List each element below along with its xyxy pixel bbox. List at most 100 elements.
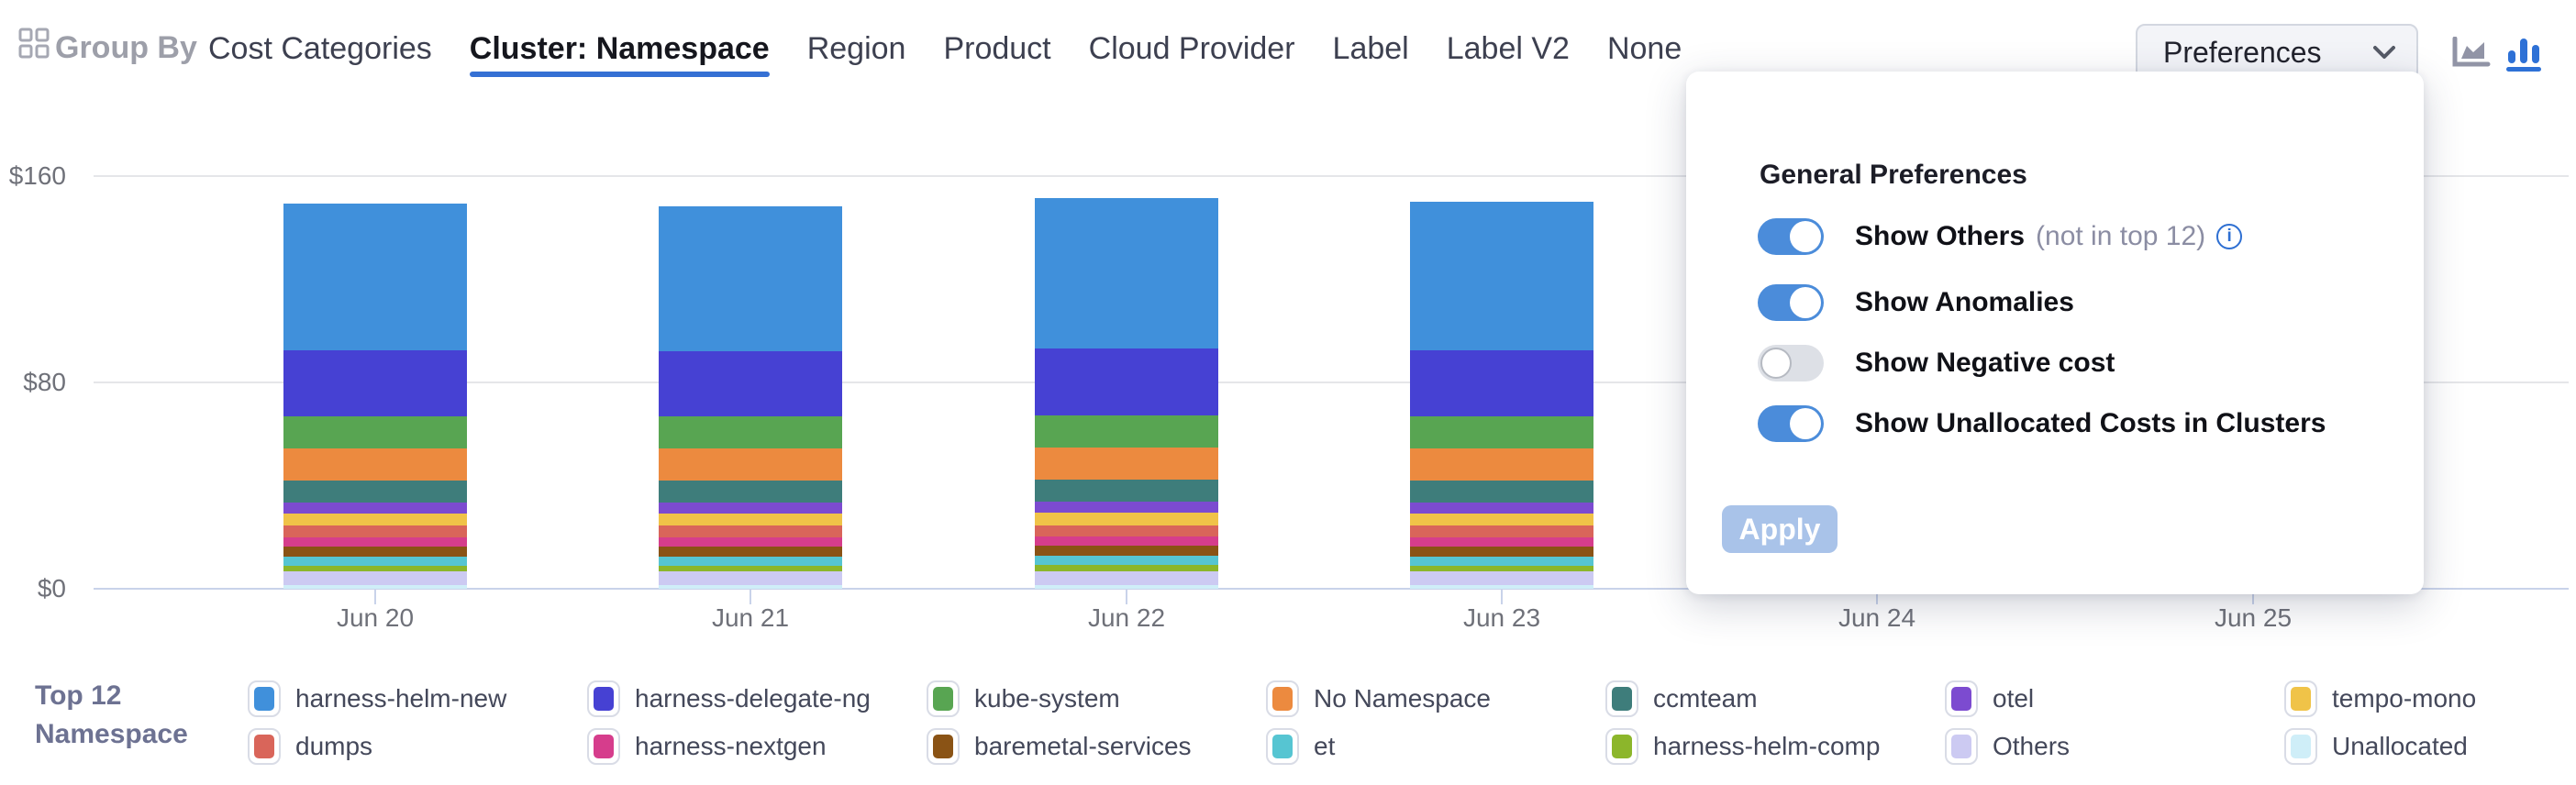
bar-segment-harness-nextgen[interactable] — [1035, 536, 1218, 547]
preferences-dropdown-button[interactable]: Preferences — [2136, 24, 2418, 81]
bar-segment-harness-delegate-ng[interactable] — [659, 351, 842, 417]
legend-item-harness-delegate-ng[interactable]: harness-delegate-ng — [587, 680, 871, 717]
bar-segment-unallocated[interactable] — [1035, 585, 1218, 589]
legend-color-chip — [1945, 680, 1978, 717]
legend-item-et[interactable]: et — [1266, 728, 1335, 765]
legend-item-baremetal-services[interactable]: baremetal-services — [927, 728, 1192, 765]
bar-segment-ccmteam[interactable] — [1410, 480, 1593, 503]
legend-item-harness-helm-comp[interactable]: harness-helm-comp — [1605, 728, 1880, 765]
info-icon[interactable]: i — [2216, 224, 2243, 249]
tab-cluster-namespace[interactable]: Cluster: Namespace — [469, 31, 770, 77]
bar-segment-harness-helm-new[interactable] — [659, 205, 842, 352]
bar-segment-baremetal-services[interactable] — [659, 546, 842, 557]
bar-segment-harness-helm-comp[interactable] — [659, 565, 842, 572]
bar-segment-kube-system[interactable] — [283, 416, 467, 448]
bar-segment-harness-helm-comp[interactable] — [1410, 565, 1593, 572]
bar-segment-baremetal-services[interactable] — [1035, 546, 1218, 556]
bar-segment-unallocated[interactable] — [659, 585, 842, 589]
bar-segment-et[interactable] — [1410, 556, 1593, 566]
bar-segment-no-namespace[interactable] — [1035, 448, 1218, 481]
tab-label-v2[interactable]: Label V2 — [1446, 31, 1570, 66]
tab-cost-categories[interactable]: Cost Categories — [208, 31, 432, 66]
legend-item-otel[interactable]: otel — [1945, 680, 2034, 717]
bar-segment-harness-delegate-ng[interactable] — [1410, 349, 1593, 417]
bar-segment-tempo-mono[interactable] — [1035, 513, 1218, 525]
legend-item-harness-nextgen[interactable]: harness-nextgen — [587, 728, 827, 765]
bar-segment-tempo-mono[interactable] — [283, 513, 467, 526]
legend-item-no-namespace[interactable]: No Namespace — [1266, 680, 1491, 717]
bar-segment-ccmteam[interactable] — [659, 480, 842, 503]
bar-segment-dumps[interactable] — [1410, 525, 1593, 538]
toggle-show-unallocated-costs-in-clusters[interactable] — [1758, 405, 1824, 442]
bar-segment-tempo-mono[interactable] — [1410, 513, 1593, 526]
bar-segment-otel[interactable] — [283, 502, 467, 514]
bar-segment-et[interactable] — [659, 556, 842, 566]
legend-color-chip — [1605, 680, 1638, 717]
preference-row-show-anomalies: Show Anomalies — [1758, 282, 2074, 323]
tab-product[interactable]: Product — [943, 31, 1051, 66]
bar-segment-harness-helm-new[interactable] — [1035, 198, 1218, 348]
bar-segment-harness-delegate-ng[interactable] — [1035, 348, 1218, 415]
toggle-show-anomalies[interactable] — [1758, 284, 1824, 321]
toggle-show-others[interactable] — [1758, 218, 1824, 255]
bar-segment-harness-helm-comp[interactable] — [1035, 565, 1218, 571]
legend-item-label: harness-helm-comp — [1653, 732, 1881, 760]
bar-segment-otel[interactable] — [1035, 501, 1218, 514]
bar-segment-harness-helm-new[interactable] — [1410, 202, 1593, 350]
toggle-label-suffix: (not in top 12) — [2036, 221, 2206, 251]
bar-segment-harness-nextgen[interactable] — [1410, 537, 1593, 547]
bar-segment-dumps[interactable] — [283, 525, 467, 538]
bar-segment-harness-nextgen[interactable] — [283, 537, 467, 547]
bar-chart-icon[interactable] — [2506, 37, 2541, 76]
bar-segment-kube-system[interactable] — [1410, 416, 1593, 448]
legend-item-label: harness-delegate-ng — [635, 684, 871, 713]
legend-item-label: Unallocated — [2332, 732, 2468, 760]
tab-label[interactable]: Label — [1332, 31, 1409, 66]
bar-segment-otel[interactable] — [1410, 502, 1593, 514]
bar-jun-20 — [283, 204, 467, 589]
x-axis-label: Jun 25 — [2214, 603, 2293, 632]
toggle-show-negative-cost[interactable] — [1758, 345, 1824, 381]
legend-item-kube-system[interactable]: kube-system — [927, 680, 1120, 717]
bar-segment-no-namespace[interactable] — [1410, 448, 1593, 481]
bar-segment-harness-delegate-ng[interactable] — [283, 350, 467, 417]
bar-segment-et[interactable] — [1035, 556, 1218, 566]
bar-segment-unallocated[interactable] — [283, 585, 467, 589]
bar-segment-otel[interactable] — [659, 502, 842, 514]
legend-item-tempo-mono[interactable]: tempo-mono — [2284, 680, 2476, 717]
bar-segment-others[interactable] — [1035, 570, 1218, 586]
tab-cloud-provider[interactable]: Cloud Provider — [1088, 31, 1295, 66]
area-chart-icon[interactable] — [2451, 36, 2492, 74]
legend-item-harness-helm-new[interactable]: harness-helm-new — [248, 680, 506, 717]
tab-none[interactable]: None — [1606, 31, 1682, 66]
bar-segment-others[interactable] — [1410, 571, 1593, 586]
bar-segment-baremetal-services[interactable] — [1410, 546, 1593, 557]
bar-segment-others[interactable] — [659, 571, 842, 586]
tab-region[interactable]: Region — [806, 31, 906, 66]
legend-item-ccmteam[interactable]: ccmteam — [1605, 680, 1758, 717]
legend-color-chip — [1266, 728, 1299, 765]
bar-segment-dumps[interactable] — [659, 525, 842, 538]
apply-button[interactable]: Apply — [1722, 505, 1838, 553]
bar-segment-ccmteam[interactable] — [283, 480, 467, 503]
bar-segment-ccmteam[interactable] — [1035, 480, 1218, 502]
bar-segment-harness-nextgen[interactable] — [659, 537, 842, 547]
bar-segment-tempo-mono[interactable] — [659, 513, 842, 526]
legend-item-dumps[interactable]: dumps — [248, 728, 372, 765]
legend-item-others[interactable]: Others — [1945, 728, 2070, 765]
bar-segment-no-namespace[interactable] — [283, 448, 467, 481]
bar-segment-kube-system[interactable] — [659, 416, 842, 449]
legend-item-unallocated[interactable]: Unallocated — [2284, 728, 2468, 765]
bar-segment-harness-helm-new[interactable] — [283, 204, 467, 351]
toggle-label: Show Anomalies — [1855, 287, 2074, 317]
bar-segment-dumps[interactable] — [1035, 525, 1218, 537]
bar-segment-no-namespace[interactable] — [659, 448, 842, 481]
bar-segment-others[interactable] — [283, 571, 467, 586]
x-axis-label: Jun 23 — [1462, 603, 1541, 632]
bar-segment-et[interactable] — [283, 556, 467, 566]
bar-segment-kube-system[interactable] — [1035, 415, 1218, 448]
bar-segment-baremetal-services[interactable] — [283, 546, 467, 557]
bar-segment-unallocated[interactable] — [1410, 585, 1593, 589]
bar-segment-harness-helm-comp[interactable] — [283, 565, 467, 572]
gridline-80 — [94, 381, 2569, 383]
